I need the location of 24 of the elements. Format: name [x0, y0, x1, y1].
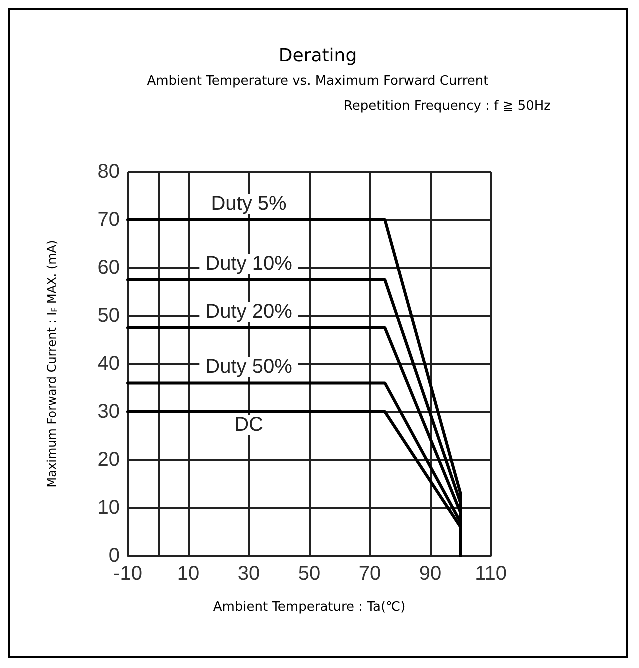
- y-axis-title: Maximum Forward Current : IF MAX. (mA): [45, 240, 60, 488]
- x-tick-label: 30: [238, 563, 260, 585]
- chart-subtitle: Ambient Temperature vs. Maximum Forward Current: [147, 74, 489, 89]
- y-tick-label: 80: [98, 161, 120, 183]
- y-tick-label: 40: [98, 353, 120, 375]
- series-label: DC: [234, 414, 264, 436]
- series-label: Duty 50%: [206, 356, 293, 378]
- y-tick-label: 20: [98, 449, 120, 471]
- x-tick-label: 70: [358, 563, 382, 585]
- y-tick-label: 70: [98, 209, 120, 231]
- y-tick-label: 60: [98, 257, 120, 279]
- x-tick-label: 50: [298, 563, 321, 585]
- x-tick-label: 10: [177, 563, 200, 585]
- x-axis-title: Ambient Temperature : Ta(℃): [213, 600, 406, 615]
- y-tick-label: 50: [98, 305, 120, 327]
- text: Repetition Frequency : f ≧ 50Hz: [344, 99, 552, 114]
- y-tick-label: 10: [98, 497, 120, 519]
- x-tick-label: 90: [419, 563, 442, 585]
- x-tick-label: 110: [475, 563, 507, 585]
- y-tick-label: 30: [98, 401, 120, 423]
- chart-title: Derating: [278, 46, 358, 66]
- series-label: Duty 20%: [206, 301, 293, 323]
- series-label: Duty 10%: [206, 253, 293, 275]
- series-label: Duty 5%: [211, 193, 288, 215]
